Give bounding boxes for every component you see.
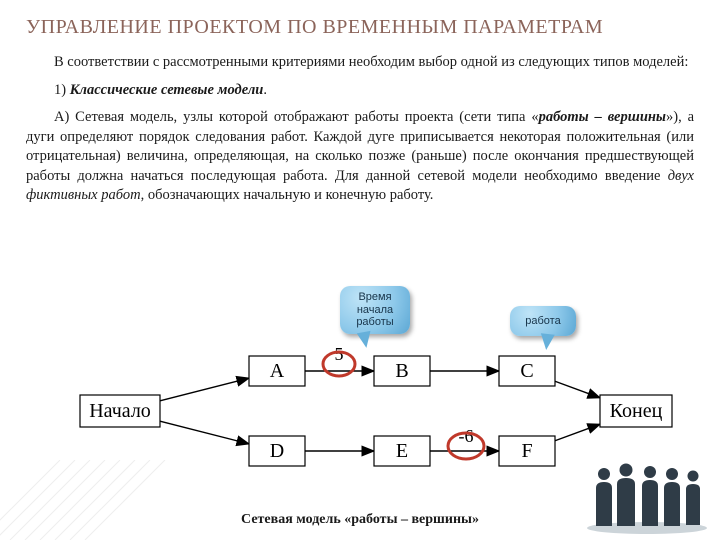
edge-label: 5 (335, 344, 344, 364)
node-label: B (395, 360, 408, 382)
network-diagram: 5 -6 Начало A B C D E F Конец (0, 296, 720, 506)
node-label: D (270, 440, 284, 462)
node-label: F (521, 440, 532, 462)
paragraph-list1: 1) Классические сетевые модели. (26, 81, 694, 101)
p3-c: , обозначающих начальную и конечную рабо… (141, 187, 434, 203)
edge (555, 381, 600, 398)
p3-a: А) Сетевая модель, узлы которой отобража… (54, 109, 539, 125)
node-label: C (520, 360, 533, 382)
diagram-caption: Сетевая модель «работы – вершины» (0, 512, 720, 528)
edge (160, 421, 249, 444)
page-title: УПРАВЛЕНИЕ ПРОЕКТОМ ПО ВРЕМЕННЫМ ПАРАМЕТ… (26, 16, 694, 39)
p3-em: работы – вершины (539, 109, 666, 125)
edge (160, 378, 249, 401)
list1-suffix: . (263, 82, 267, 98)
paragraph-intro: В соответствии с рассмотренными критерия… (26, 53, 694, 73)
node-label: Начало (89, 400, 151, 422)
list1-prefix: 1) (54, 82, 70, 98)
body-text: В соответствии с рассмотренными критерия… (26, 53, 694, 206)
paragraph-a: А) Сетевая модель, узлы которой отобража… (26, 108, 694, 206)
edge (555, 424, 600, 441)
node-label: A (270, 360, 285, 382)
edge-label: -6 (459, 426, 474, 446)
node-label: Конец (610, 400, 663, 422)
node-label: E (396, 440, 408, 462)
list1-em: Классические сетевые модели (70, 82, 264, 98)
